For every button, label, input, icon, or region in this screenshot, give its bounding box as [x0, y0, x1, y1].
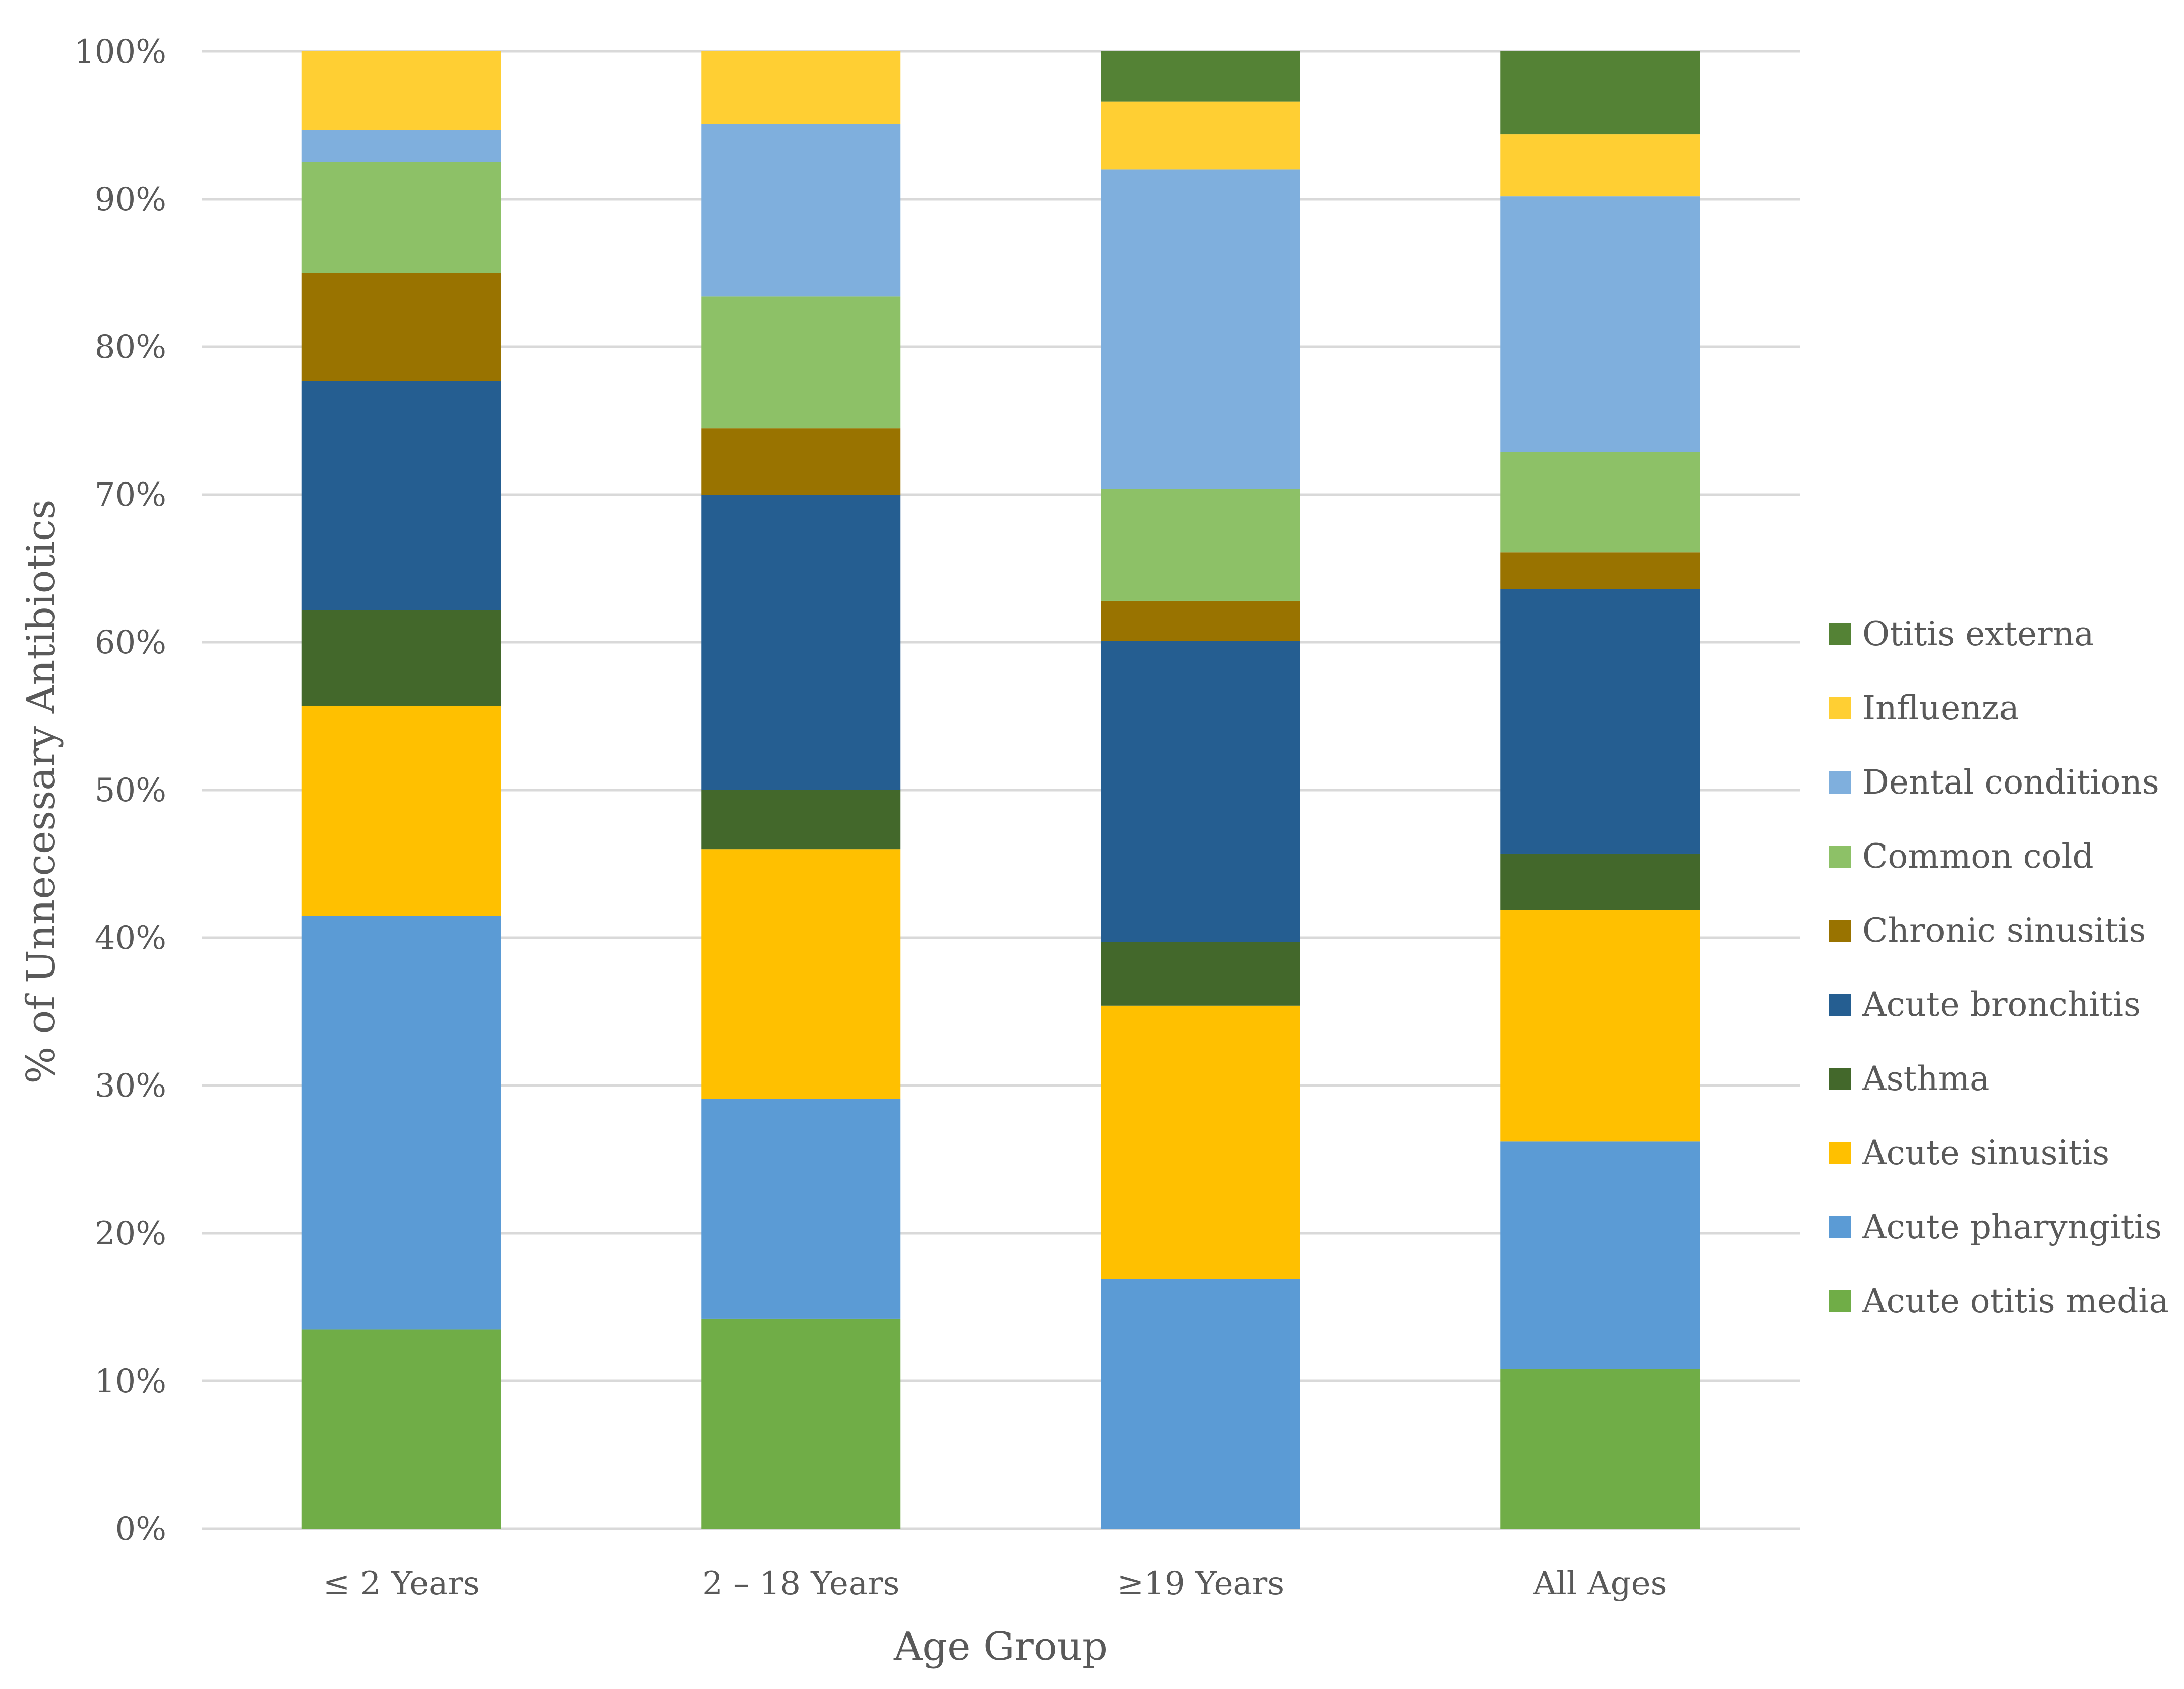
bar-segment-dental-conditions	[1101, 169, 1300, 489]
bar-segment-acute-pharyngitis	[301, 916, 501, 1330]
bar-segment-acute-sinusitis	[1500, 910, 1700, 1142]
legend-swatch	[1829, 994, 1851, 1016]
bar-segment-acute-bronchitis	[1500, 589, 1700, 854]
bars	[301, 51, 1700, 1529]
bar-segment-influenza	[701, 51, 901, 124]
legend-swatch	[1829, 1216, 1851, 1238]
y-tick-label: 90%	[95, 181, 166, 218]
y-tick-label: 50%	[95, 772, 166, 809]
legend-swatch	[1829, 920, 1851, 942]
bar-segment-chronic-sinusitis	[1500, 552, 1700, 589]
bar-segment-acute-bronchitis	[701, 495, 901, 790]
legend-label: Acute sinusitis	[1862, 1133, 2109, 1172]
y-tick-label: 70%	[95, 476, 166, 514]
legend-swatch	[1829, 1290, 1851, 1312]
bar-segment-chronic-sinusitis	[1101, 600, 1300, 641]
bar-segment-dental-conditions	[701, 124, 901, 297]
y-tick-label: 80%	[95, 329, 166, 366]
legend-swatch	[1829, 1142, 1851, 1164]
bar-segment-influenza	[301, 51, 501, 130]
y-tick-label: 40%	[95, 920, 166, 957]
bar-segment-asthma	[1500, 853, 1700, 910]
bar-segment-common-cold	[1500, 452, 1700, 553]
legend-label: Dental conditions	[1862, 763, 2159, 802]
legend-label: Acute pharyngitis	[1862, 1208, 2162, 1246]
legend-label: Acute bronchitis	[1862, 985, 2141, 1024]
bar-segment-common-cold	[701, 296, 901, 429]
bar-segment-acute-otitis-media	[301, 1329, 501, 1529]
bar-segment-asthma	[701, 790, 901, 850]
x-tick-label: 2 – 18 Years	[702, 1565, 899, 1602]
legend: Otitis externa Influenza Dental conditions…	[1829, 615, 2169, 1320]
legend-swatch	[1829, 846, 1851, 868]
bar-segment-otitis-externa	[1500, 51, 1700, 135]
y-tick-label: 10%	[95, 1363, 166, 1400]
bar-segment-acute-pharyngitis	[1500, 1141, 1700, 1369]
x-tick-label: ≤ 2 Years	[323, 1565, 480, 1602]
legend-label: Chronic sinusitis	[1862, 911, 2146, 950]
x-axis-title: Age Group	[893, 1624, 1108, 1669]
x-tick-label: ≥19 Years	[1117, 1565, 1284, 1602]
bar-segment-acute-sinusitis	[301, 705, 501, 916]
legend-swatch	[1829, 697, 1851, 719]
bar-segment-asthma	[1101, 942, 1300, 1006]
bar-segment-influenza	[1101, 101, 1300, 170]
y-tick-label: 60%	[95, 624, 166, 661]
bar-segment-influenza	[1500, 134, 1700, 197]
legend-label: Acute otitis media	[1862, 1282, 2169, 1320]
y-tick-label: 100%	[74, 33, 166, 71]
y-tick-label: 30%	[95, 1067, 166, 1105]
legend-label: Otitis externa	[1862, 615, 2094, 653]
bar-segment-otitis-externa	[1101, 51, 1300, 102]
legend-swatch	[1829, 623, 1851, 645]
bar-segment-acute-bronchitis	[301, 381, 501, 610]
bar-segment-common-cold	[1101, 489, 1300, 601]
bar-segment-acute-pharyngitis	[701, 1099, 901, 1319]
bar-segment-acute-otitis-media	[1500, 1369, 1700, 1529]
y-tick-label: 0%	[115, 1511, 166, 1548]
bar-segment-acute-otitis-media	[701, 1318, 901, 1529]
legend-label: Influenza	[1862, 689, 2019, 728]
bar-segment-dental-conditions	[1500, 196, 1700, 452]
bar-segment-dental-conditions	[301, 130, 501, 162]
bar-segment-acute-sinusitis	[701, 849, 901, 1099]
legend-label: Asthma	[1862, 1059, 1990, 1098]
bar-segment-common-cold	[301, 162, 501, 273]
bar-segment-acute-bronchitis	[1101, 641, 1300, 942]
bar-segment-chronic-sinusitis	[701, 428, 901, 495]
legend-label: Common cold	[1862, 837, 2094, 876]
y-axis-title: % of Unnecessary Antibiotics	[19, 499, 64, 1083]
bar-segment-chronic-sinusitis	[301, 273, 501, 381]
x-tick-label: All Ages	[1533, 1565, 1667, 1602]
bar-segment-acute-sinusitis	[1101, 1005, 1300, 1279]
bar-segment-asthma	[301, 610, 501, 706]
axis-ticks: 0% 10% 20% 30% 40% 50% 60% 70% 80% 90% 100% ≤ 2 Yea…	[74, 33, 1667, 1602]
legend-swatch	[1829, 771, 1851, 794]
legend-swatch	[1829, 1068, 1851, 1090]
bar-segment-acute-pharyngitis	[1101, 1279, 1300, 1529]
y-tick-label: 20%	[95, 1215, 166, 1252]
